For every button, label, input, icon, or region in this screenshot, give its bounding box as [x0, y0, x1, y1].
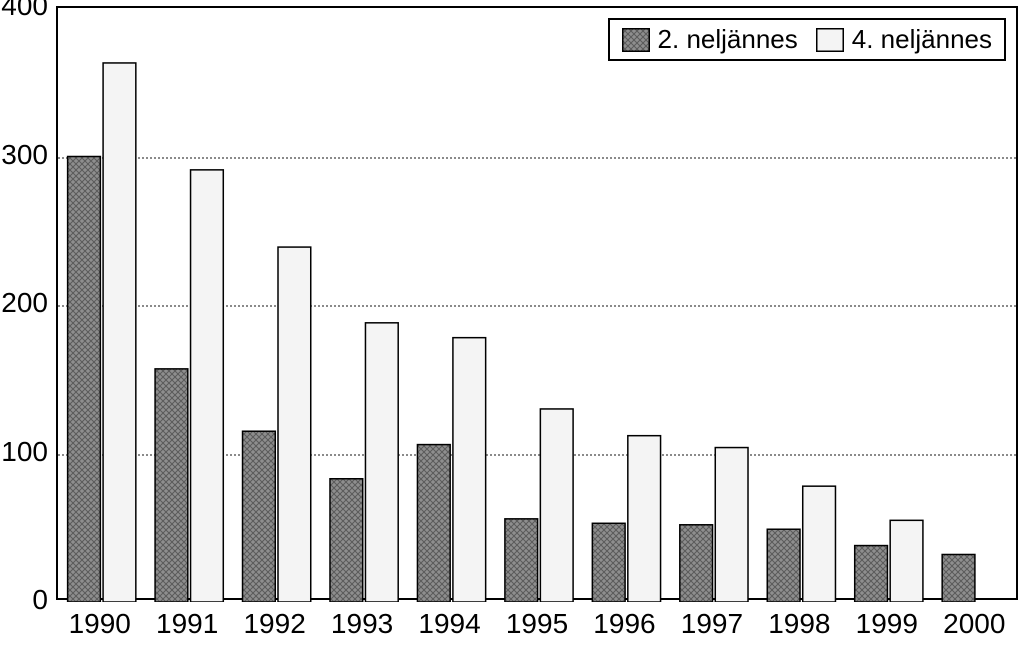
- bar: [103, 63, 136, 602]
- x-tick-label: 1992: [243, 608, 305, 640]
- legend-label: 4. neljännes: [852, 24, 992, 55]
- bar: [278, 247, 311, 602]
- bar: [890, 520, 923, 602]
- x-tick-label: 1999: [856, 608, 918, 640]
- bar: [855, 546, 888, 602]
- y-tick-label: 200: [1, 287, 48, 319]
- bars-layer: [58, 8, 1020, 602]
- bar: [453, 338, 486, 602]
- bar-chart: 0 100 200 300 400 1990 1991 1992 1993 1994 1995 199…: [0, 0, 1024, 648]
- bar: [155, 369, 188, 602]
- bar: [715, 448, 748, 602]
- legend-item: 2. neljännes: [622, 24, 798, 55]
- y-tick-label: 100: [1, 436, 48, 468]
- x-tick-label: 1994: [418, 608, 480, 640]
- bar: [68, 157, 101, 603]
- bar: [592, 523, 625, 602]
- legend-label: 2. neljännes: [658, 24, 798, 55]
- x-tick-label: 1998: [768, 608, 830, 640]
- legend-swatch: [816, 28, 844, 52]
- x-tick-label: 1995: [506, 608, 568, 640]
- bar: [628, 436, 661, 602]
- plot-area: [56, 6, 1018, 600]
- bar: [803, 486, 836, 602]
- x-tick-label: 2000: [943, 608, 1005, 640]
- bar: [365, 323, 398, 602]
- bar: [243, 431, 276, 602]
- bar: [680, 525, 713, 602]
- bar: [540, 409, 573, 602]
- x-tick-label: 1990: [69, 608, 131, 640]
- legend: 2. neljännes 4. neljännes: [608, 18, 1006, 61]
- x-tick-label: 1997: [681, 608, 743, 640]
- y-tick-label: 400: [1, 0, 48, 22]
- legend-item: 4. neljännes: [816, 24, 992, 55]
- bar: [417, 445, 450, 602]
- x-tick-label: 1996: [593, 608, 655, 640]
- bar: [191, 170, 224, 602]
- legend-swatch: [622, 28, 650, 52]
- y-tick-label: 0: [32, 584, 48, 616]
- bar: [942, 554, 975, 602]
- x-tick-label: 1991: [156, 608, 218, 640]
- bar: [330, 479, 363, 602]
- bar: [505, 519, 538, 602]
- y-tick-label: 300: [1, 139, 48, 171]
- x-tick-label: 1993: [331, 608, 393, 640]
- bar: [767, 529, 800, 602]
